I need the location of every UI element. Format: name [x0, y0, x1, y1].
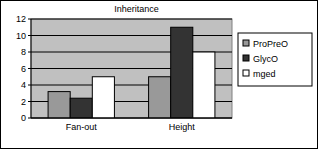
y-tick-label: 6 [21, 64, 26, 74]
legend-box [238, 33, 312, 86]
grid-line [31, 19, 232, 20]
chart-border [1, 1, 318, 149]
legend-swatch [243, 40, 249, 46]
y-tick-label: 4 [21, 80, 26, 90]
x-tick-label: Fan-out [66, 122, 98, 132]
bar [171, 27, 193, 118]
legend-label: GlycO [253, 54, 278, 64]
bars [48, 27, 215, 118]
bar [48, 92, 70, 118]
plot-area [31, 19, 232, 118]
y-tick-label: 2 [21, 97, 26, 107]
title: Inheritance [114, 4, 159, 14]
legend-label: mged [253, 69, 276, 79]
bar [70, 98, 92, 118]
grid-line [31, 35, 232, 36]
bar [193, 52, 215, 118]
y-tick-label: 0 [21, 113, 26, 123]
legend-label: ProPreO [253, 39, 288, 49]
y-tick-label: 12 [16, 14, 26, 24]
bar [92, 77, 114, 118]
y-tick-label: 10 [16, 31, 26, 41]
x-tick-label: Height [169, 122, 196, 132]
chart: Inheritance 0 2 4 6 8 10 12 Fan-out Height ProPreO… [0, 0, 318, 149]
legend-swatch [243, 55, 249, 61]
x-axis [31, 118, 232, 119]
y-tick-label: 8 [21, 47, 26, 57]
bar [149, 77, 171, 118]
legend-swatch [243, 70, 249, 76]
y-axis [31, 19, 32, 118]
grid-line [31, 118, 232, 119]
